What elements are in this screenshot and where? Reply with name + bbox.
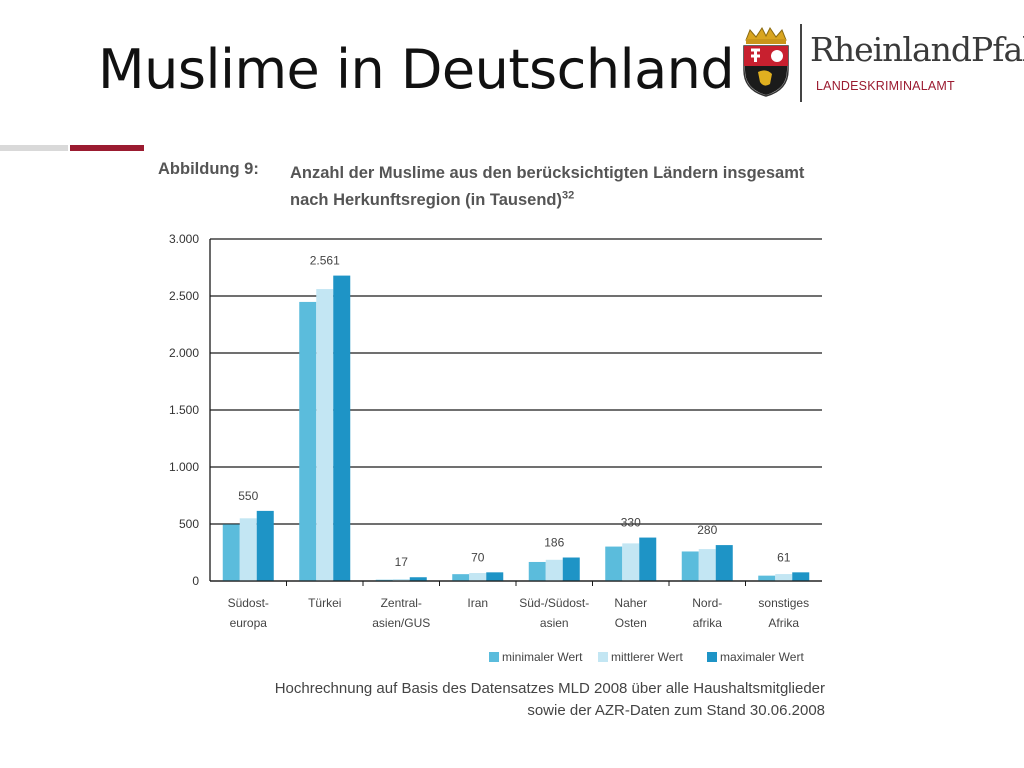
- bar: [639, 537, 657, 581]
- bar: [528, 561, 546, 581]
- logo-wordmark: RheinlandPfalz: [810, 30, 1024, 69]
- bar: [681, 551, 699, 581]
- y-tick-label: 500: [179, 517, 199, 531]
- bar: [758, 575, 776, 581]
- data-label: 330: [621, 516, 641, 530]
- figure-label: Abbildung 9:: [158, 160, 259, 178]
- y-tick-label: 1.500: [169, 403, 199, 417]
- x-tick-label: asien: [540, 616, 569, 630]
- bar: [605, 546, 623, 581]
- data-label: 186: [544, 536, 564, 550]
- x-tick-label: Naher: [614, 596, 647, 610]
- bar: [222, 524, 240, 581]
- bar: [469, 573, 487, 581]
- bar: [452, 574, 470, 581]
- y-tick-label: 3.000: [169, 232, 199, 246]
- footnote-marker: 32: [561, 189, 575, 202]
- bar: [333, 275, 351, 581]
- logo-subtitle: LANDESKRIMINALAMT: [816, 79, 955, 93]
- bar: [562, 557, 580, 581]
- data-label: 70: [471, 550, 485, 564]
- x-tick-label: Zentral-: [381, 596, 422, 610]
- bar: [316, 289, 334, 581]
- bar: [792, 572, 810, 581]
- figure-note-line-2: sowie der AZR-Daten zum Stand 30.06.2008: [527, 702, 825, 719]
- data-label: 61: [777, 550, 791, 564]
- bar: [239, 518, 257, 581]
- logo-divider: [800, 24, 802, 102]
- accent-bar-red: [70, 145, 144, 151]
- bar: [392, 579, 410, 581]
- legend-swatch: [489, 652, 499, 662]
- bar: [409, 577, 427, 581]
- bar: [256, 510, 274, 581]
- x-tick-label: Süd-/Südost-: [519, 596, 589, 610]
- x-tick-label: sonstiges: [758, 596, 809, 610]
- figure-note-line-1: Hochrechnung auf Basis des Datensatzes M…: [274, 680, 825, 697]
- logo: RheinlandPfalz LANDESKRIMINALAMT: [738, 22, 1024, 104]
- data-label: 280: [697, 523, 717, 537]
- x-tick-label: Türkei: [308, 596, 341, 610]
- x-tick-label: Iran: [467, 596, 488, 610]
- figure-title: Anzahl der Muslime aus den berücksichtig…: [290, 160, 830, 214]
- legend-label: maximaler Wert: [720, 650, 804, 664]
- bar: [486, 572, 504, 581]
- coat-of-arms-icon: [743, 27, 789, 97]
- bar: [775, 574, 793, 581]
- data-label: 550: [238, 489, 258, 503]
- bar: [299, 301, 317, 581]
- slide-title: Muslime in Deutschland: [98, 38, 735, 101]
- legend-swatch: [707, 652, 717, 662]
- bar: [545, 559, 563, 581]
- figure-title-text: Anzahl der Muslime aus den berücksichtig…: [290, 164, 805, 209]
- bar: [698, 549, 716, 581]
- x-tick-label: Südost-: [228, 596, 269, 610]
- legend-swatch: [598, 652, 608, 662]
- y-tick-label: 0: [192, 574, 199, 588]
- y-tick-label: 1.000: [169, 460, 199, 474]
- bar: [715, 545, 733, 581]
- x-tick-label: afrika: [693, 616, 723, 630]
- y-tick-label: 2.000: [169, 346, 199, 360]
- x-tick-label: europa: [230, 616, 268, 630]
- data-label: 2.561: [310, 254, 340, 268]
- legend-label: mittlerer Wert: [611, 650, 683, 664]
- x-tick-label: Nord-: [692, 596, 722, 610]
- y-tick-label: 2.500: [169, 289, 199, 303]
- figure-note: Hochrechnung auf Basis des Datensatzes M…: [180, 678, 825, 722]
- legend-label: minimaler Wert: [502, 650, 583, 664]
- x-tick-label: Afrika: [768, 616, 799, 630]
- bar: [622, 543, 640, 581]
- accent-bar-gray: [0, 145, 68, 151]
- x-tick-label: Osten: [615, 616, 647, 630]
- x-tick-label: asien/GUS: [372, 616, 430, 630]
- data-label: 17: [395, 555, 409, 569]
